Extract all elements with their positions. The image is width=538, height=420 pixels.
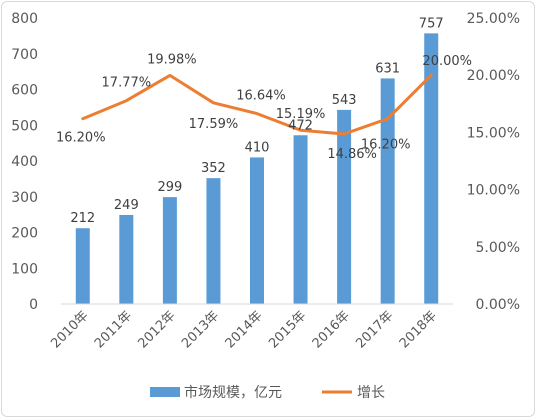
- bars-layer: [75, 33, 439, 305]
- x-tick-label: 2012年: [136, 308, 179, 351]
- growth-value-label: 17.77%: [102, 76, 152, 91]
- y-right-tick-label: 25.00%: [467, 11, 520, 27]
- growth-value-label: 16.64%: [236, 89, 286, 104]
- y-left-tick-label: 400: [11, 154, 38, 170]
- x-tick-label: 2013年: [179, 308, 222, 351]
- bar-value-label: 299: [157, 180, 182, 195]
- bar-2018年: [424, 33, 439, 305]
- bar-value-label: 631: [375, 61, 400, 76]
- y-left-tick-label: 600: [11, 83, 38, 99]
- y-left-tick-label: 300: [11, 190, 38, 206]
- legend-label-line: 增长: [357, 385, 385, 401]
- legend-label-bar: 市场规模，亿元: [184, 384, 282, 401]
- line-layer: [81, 73, 433, 136]
- y-right-tick-label: 20.00%: [467, 68, 520, 84]
- growth-value-label: 14.86%: [327, 147, 377, 162]
- legend-swatch-bar: [150, 387, 180, 397]
- growth-value-label: 16.20%: [56, 131, 106, 146]
- y-right-tick-label: 0.00%: [476, 297, 520, 313]
- bar-value-label: 212: [70, 211, 95, 226]
- bar-2011年: [119, 214, 134, 304]
- growth-value-label: 17.59%: [189, 117, 239, 132]
- bar-value-label: 543: [332, 93, 357, 108]
- y-right-tick-label: 10.00%: [467, 183, 520, 199]
- x-tick-label: 2014年: [223, 308, 266, 351]
- labels-layer: 212 249 299 352 410 472 543 631 757 16.20% 17.77% 1…: [56, 16, 472, 226]
- x-tick-label: 2011年: [92, 308, 135, 351]
- bar-2017年: [380, 78, 395, 304]
- bar-value-label: 352: [201, 161, 226, 176]
- bar-value-label: 757: [419, 16, 444, 31]
- x-tick-label: 2016年: [310, 308, 353, 351]
- y-right-tick-label: 15.00%: [467, 125, 520, 141]
- bar-2012年: [162, 197, 177, 304]
- x-tick-label: 2010年: [48, 308, 91, 351]
- y-left-tick-label: 100: [11, 261, 38, 277]
- y-left-tick-label: 800: [11, 11, 38, 27]
- x-tick-label: 2017年: [353, 308, 396, 351]
- y-left-tick-label: 700: [11, 47, 38, 63]
- x-tick-label: 2018年: [397, 308, 440, 351]
- y-left-tick-label: 200: [11, 226, 38, 242]
- bar-value-label: 472: [288, 118, 313, 133]
- bar-2015年: [293, 135, 308, 304]
- y-left-tick-label: 500: [11, 118, 38, 134]
- legend: 市场规模，亿元 增长: [150, 384, 385, 401]
- bar-2014年: [250, 157, 264, 304]
- bar-2016年: [337, 109, 352, 304]
- bar-2013年: [206, 178, 221, 304]
- growth-value-label: 19.98%: [147, 52, 197, 67]
- bar-value-label: 410: [245, 140, 270, 155]
- y-left-tick-label: 0: [29, 297, 38, 313]
- bar-2010年: [75, 228, 90, 304]
- growth-value-label: 20.00%: [422, 54, 472, 69]
- bar-value-label: 249: [114, 198, 139, 213]
- y-right-tick-label: 5.00%: [476, 240, 520, 256]
- x-tick-label: 2015年: [266, 308, 309, 351]
- growth-value-label: 15.19%: [276, 107, 326, 122]
- growth-value-label: 16.20%: [361, 138, 411, 153]
